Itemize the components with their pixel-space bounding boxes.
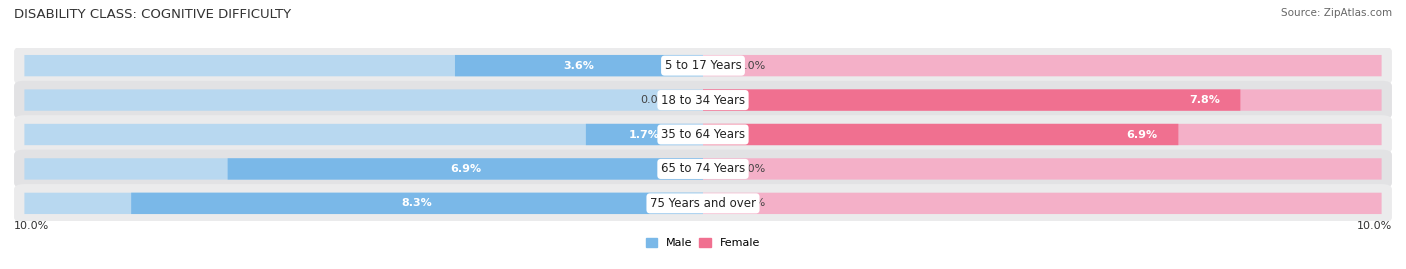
FancyBboxPatch shape [456,55,703,76]
Text: 75 Years and over: 75 Years and over [650,197,756,210]
Text: Source: ZipAtlas.com: Source: ZipAtlas.com [1281,8,1392,18]
FancyBboxPatch shape [24,124,703,145]
FancyBboxPatch shape [703,124,1382,145]
Text: 5 to 17 Years: 5 to 17 Years [665,59,741,72]
FancyBboxPatch shape [131,193,703,214]
FancyBboxPatch shape [586,124,703,145]
Text: 35 to 64 Years: 35 to 64 Years [661,128,745,141]
FancyBboxPatch shape [703,193,1382,214]
Text: 65 to 74 Years: 65 to 74 Years [661,162,745,175]
Legend: Male, Female: Male, Female [641,233,765,253]
Text: 1.7%: 1.7% [628,129,659,140]
Text: 18 to 34 Years: 18 to 34 Years [661,94,745,107]
Text: 0.0%: 0.0% [738,198,766,208]
FancyBboxPatch shape [703,158,1382,180]
FancyBboxPatch shape [14,184,1392,223]
Text: DISABILITY CLASS: COGNITIVE DIFFICULTY: DISABILITY CLASS: COGNITIVE DIFFICULTY [14,8,291,21]
FancyBboxPatch shape [24,193,703,214]
Text: 0.0%: 0.0% [738,61,766,71]
FancyBboxPatch shape [14,150,1392,188]
FancyBboxPatch shape [703,89,1240,111]
FancyBboxPatch shape [703,89,1382,111]
FancyBboxPatch shape [24,55,703,76]
FancyBboxPatch shape [14,81,1392,119]
FancyBboxPatch shape [24,89,703,111]
FancyBboxPatch shape [14,46,1392,85]
Text: 3.6%: 3.6% [564,61,595,71]
Text: 10.0%: 10.0% [14,221,49,231]
Text: 0.0%: 0.0% [738,164,766,174]
FancyBboxPatch shape [703,55,1382,76]
FancyBboxPatch shape [24,158,703,180]
FancyBboxPatch shape [228,158,703,180]
Text: 6.9%: 6.9% [1126,129,1157,140]
Text: 8.3%: 8.3% [402,198,433,208]
Text: 0.0%: 0.0% [640,95,669,105]
Text: 7.8%: 7.8% [1189,95,1219,105]
Text: 10.0%: 10.0% [1357,221,1392,231]
FancyBboxPatch shape [14,115,1392,154]
FancyBboxPatch shape [703,124,1178,145]
Text: 6.9%: 6.9% [450,164,481,174]
